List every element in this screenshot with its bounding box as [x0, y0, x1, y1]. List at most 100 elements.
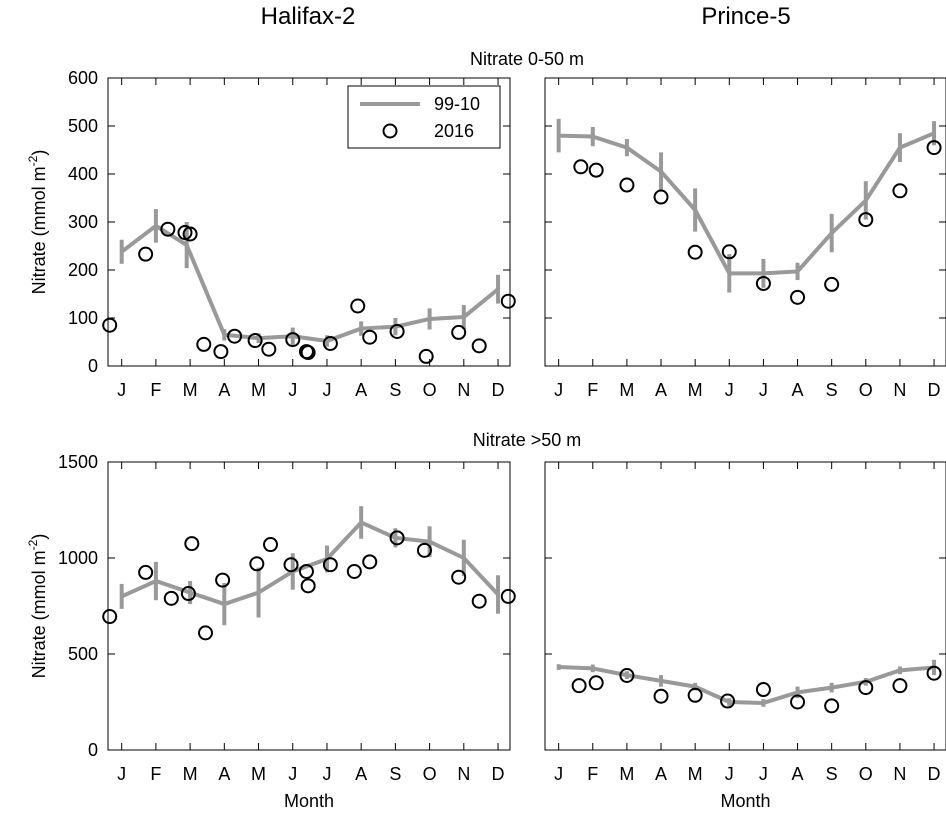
data-point-2016 — [687, 244, 703, 260]
y-tick-label: 500 — [68, 644, 98, 664]
x-tick-label: J — [725, 764, 734, 784]
y-tick-label: 1500 — [58, 452, 98, 472]
legend-label-observed: 2016 — [434, 121, 474, 141]
legend: 99-10 2016 — [347, 85, 501, 149]
y-tick-label: 0 — [88, 740, 98, 760]
x-tick-label: F — [587, 764, 598, 784]
data-point-2016 — [227, 328, 243, 344]
x-tick-label: S — [826, 380, 838, 400]
data-point-2016 — [588, 675, 604, 691]
x-tick-label: N — [893, 764, 906, 784]
x-tick-label: F — [587, 380, 598, 400]
row-title-lower: Nitrate >50 m — [473, 430, 582, 450]
data-point-2016 — [138, 564, 154, 580]
x-tick-label: O — [859, 764, 873, 784]
data-point-2016 — [619, 668, 635, 684]
y-axis-label: Nitrate (mmol m-2) — [26, 150, 49, 295]
plot-frame — [544, 77, 946, 367]
x-tick-label: S — [389, 764, 401, 784]
x-tick-label: J — [117, 764, 126, 784]
data-point-2016 — [571, 678, 587, 694]
legend-label-climatology: 99-10 — [434, 94, 480, 114]
x-tick-label: A — [792, 764, 804, 784]
x-tick-label: A — [355, 764, 367, 784]
data-point-2016 — [322, 557, 338, 573]
data-point-2016 — [500, 588, 516, 604]
y-axis-label-close: ) — [29, 150, 49, 156]
data-point-2016 — [790, 289, 806, 305]
x-tick-label: M — [251, 380, 266, 400]
x-tick-label: M — [688, 380, 703, 400]
data-point-2016 — [184, 536, 200, 552]
data-point-2016 — [619, 177, 635, 193]
y-tick-label: 200 — [68, 260, 98, 280]
data-point-2016 — [471, 338, 487, 354]
x-tick-label: A — [355, 380, 367, 400]
data-point-2016 — [298, 563, 314, 579]
x-tick-label: A — [655, 764, 667, 784]
y-axis-label-text: Nitrate (mmol m — [29, 550, 49, 678]
legend-box — [347, 85, 501, 149]
data-point-2016 — [858, 680, 874, 696]
plot-frame — [107, 461, 511, 751]
x-tick-label: M — [251, 764, 266, 784]
data-point-2016 — [824, 276, 840, 292]
column-title-halifax: Halifax-2 — [261, 3, 356, 30]
data-point-2016 — [721, 244, 737, 260]
data-point-2016 — [263, 537, 279, 553]
x-tick-label: J — [759, 764, 768, 784]
x-tick-label: J — [554, 764, 563, 784]
data-point-2016 — [249, 556, 265, 572]
x-tick-label: M — [183, 380, 198, 400]
data-point-2016 — [102, 609, 118, 625]
y-axis-label-superscript: -2 — [26, 155, 40, 166]
x-tick-label: A — [218, 380, 230, 400]
data-point-2016 — [160, 221, 176, 237]
x-tick-label: F — [150, 380, 161, 400]
data-point-2016 — [588, 162, 604, 178]
x-tick-label: J — [288, 380, 297, 400]
x-tick-label: J — [322, 380, 331, 400]
x-tick-label: J — [117, 380, 126, 400]
x-tick-label: M — [619, 380, 634, 400]
y-tick-label: 300 — [68, 212, 98, 232]
y-tick-label: 1000 — [58, 548, 98, 568]
x-tick-label: J — [725, 380, 734, 400]
y-axis-label-superscript: -2 — [26, 539, 40, 550]
x-tick-label: F — [150, 764, 161, 784]
x-axis-label: Month — [284, 791, 334, 811]
x-tick-label: M — [183, 764, 198, 784]
x-tick-label: S — [826, 764, 838, 784]
data-point-2016 — [300, 578, 316, 594]
data-point-2016 — [362, 329, 378, 345]
x-tick-label: A — [792, 380, 804, 400]
data-point-2016 — [418, 348, 434, 364]
data-point-2016 — [687, 687, 703, 703]
x-tick-label: N — [457, 764, 470, 784]
plot-frame — [544, 461, 946, 751]
data-point-2016 — [322, 335, 338, 351]
y-axis-label: Nitrate (mmol m-2) — [26, 534, 49, 679]
y-tick-label: 500 — [68, 116, 98, 136]
data-point-2016 — [755, 682, 771, 698]
data-point-2016 — [858, 212, 874, 228]
data-point-2016 — [180, 586, 196, 602]
data-point-2016 — [926, 140, 942, 156]
x-tick-label: O — [423, 764, 437, 784]
y-tick-label: 600 — [68, 68, 98, 88]
data-point-2016 — [720, 693, 736, 709]
series-line-climatology — [558, 131, 935, 276]
series-line-climatology — [558, 665, 935, 705]
x-tick-label: J — [322, 764, 331, 784]
data-point-2016 — [573, 159, 589, 175]
data-point-2016 — [163, 590, 179, 606]
data-point-2016 — [247, 333, 263, 349]
data-point-2016 — [138, 246, 154, 262]
x-tick-label: N — [457, 380, 470, 400]
data-point-2016 — [389, 323, 405, 339]
data-point-2016 — [362, 554, 378, 570]
data-point-2016 — [285, 332, 301, 348]
